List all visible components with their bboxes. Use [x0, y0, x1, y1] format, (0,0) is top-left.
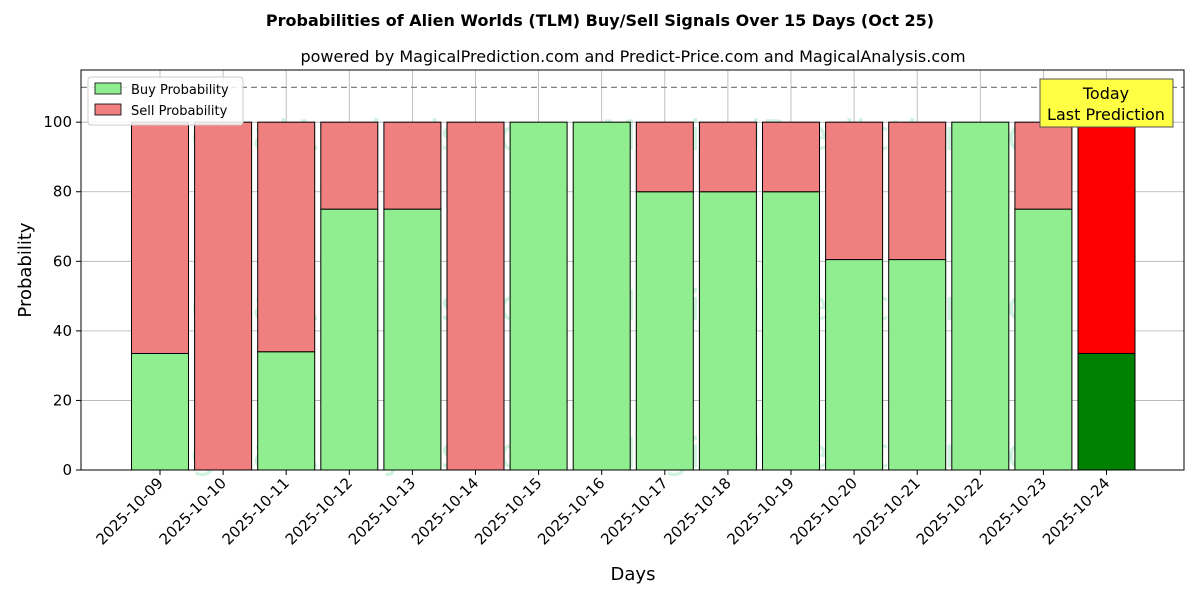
- bar-buy-2025-10-18: [698, 191, 757, 471]
- chart-title: Probabilities of Alien Worlds (TLM) Buy/…: [266, 11, 934, 30]
- bar-sell-2025-10-20: [825, 121, 884, 261]
- bar-buy-2025-10-16: [572, 121, 631, 471]
- bar-sell-2025-10-17: [635, 121, 694, 193]
- bar-buy-2025-10-19: [762, 191, 820, 471]
- x-axis-label: Days: [611, 564, 656, 585]
- bar-buy-2025-10-12: [320, 208, 379, 471]
- y-tick-label-3: 60: [53, 252, 72, 270]
- y-tick-label-4: 80: [53, 183, 72, 201]
- y-tick-label-1: 20: [53, 391, 72, 409]
- x-tick-label-2025-10-11: 2025-10-11: [219, 474, 293, 548]
- bar-buy-2025-10-09: [131, 352, 189, 471]
- x-tick-label-2025-10-22: 2025-10-22: [913, 474, 987, 548]
- x-tick-label-2025-10-14: 2025-10-14: [408, 474, 482, 548]
- bar-sell-2025-10-12: [320, 121, 379, 210]
- bar-buy-2025-10-22: [951, 121, 1010, 471]
- bar-sell-2025-10-10: [194, 121, 253, 471]
- legend-swatch-sell: [94, 103, 122, 116]
- today-annotation-box: [1039, 78, 1174, 128]
- bar-sell-2025-10-21: [888, 121, 947, 261]
- y-axis-label: Probability: [15, 222, 36, 317]
- x-tick-label-2025-10-09: 2025-10-09: [92, 474, 166, 548]
- bar-sell-2025-10-13: [383, 121, 442, 210]
- bar-sell-2025-10-19: [762, 121, 820, 193]
- legend-box: [87, 76, 244, 126]
- bar-sell-2025-10-14: [446, 121, 505, 471]
- bar-sell-2025-10-23: [1014, 121, 1073, 210]
- y-tick-label-0: 0: [62, 461, 72, 479]
- legend: Buy Probability Sell Probability: [87, 76, 244, 126]
- x-tick-label-2025-10-17: 2025-10-17: [597, 474, 671, 548]
- legend-label-buy: Buy Probability: [131, 83, 229, 98]
- bar-buy-2025-10-24: [1077, 352, 1136, 471]
- bar-buy-2025-10-21: [888, 259, 947, 471]
- bar-buy-2025-10-11: [257, 351, 316, 471]
- x-tick-label-2025-10-24: 2025-10-24: [1039, 474, 1113, 548]
- x-tick-label-2025-10-15: 2025-10-15: [471, 474, 545, 548]
- legend-swatch-buy: [94, 82, 122, 95]
- x-tick-label-2025-10-16: 2025-10-16: [534, 474, 608, 548]
- legend-label-sell: Sell Probability: [131, 104, 228, 119]
- today-annotation-line1: Today: [1082, 84, 1129, 103]
- bars: [131, 121, 1136, 471]
- x-tick-label-2025-10-21: 2025-10-21: [850, 474, 924, 548]
- bar-buy-2025-10-20: [825, 259, 884, 471]
- bar-buy-2025-10-17: [635, 191, 694, 471]
- bar-buy-2025-10-15: [509, 121, 568, 471]
- bar-buy-2025-10-23: [1014, 208, 1073, 471]
- today-annotation-line2: Last Prediction: [1047, 105, 1165, 124]
- x-tick-label-2025-10-10: 2025-10-10: [156, 474, 230, 548]
- x-axis-ticks: 2025-10-092025-10-102025-10-112025-10-12…: [92, 470, 1113, 548]
- x-tick-label-2025-10-19: 2025-10-19: [723, 474, 797, 548]
- bar-buy-2025-10-13: [383, 208, 442, 471]
- y-tick-label-2: 40: [53, 322, 72, 340]
- plot-frame: [80, 69, 1185, 471]
- today-annotation: Today Last Prediction: [1039, 78, 1174, 128]
- x-tick-label-2025-10-18: 2025-10-18: [660, 474, 734, 548]
- x-tick-label-2025-10-13: 2025-10-13: [345, 474, 419, 548]
- x-tick-label-2025-10-12: 2025-10-12: [282, 474, 356, 548]
- bar-sell-2025-10-09: [131, 121, 189, 354]
- y-axis-ticks: 0 20 40 60 80 100: [43, 113, 81, 479]
- x-tick-label-2025-10-20: 2025-10-20: [787, 474, 861, 548]
- bar-sell-2025-10-11: [257, 121, 316, 353]
- bar-sell-2025-10-24: [1077, 121, 1136, 354]
- y-tick-label-5: 100: [43, 113, 72, 131]
- x-tick-label-2025-10-23: 2025-10-23: [976, 474, 1050, 548]
- bar-sell-2025-10-18: [698, 121, 757, 193]
- chart-subtitle: powered by MagicalPrediction.com and Pre…: [300, 47, 965, 66]
